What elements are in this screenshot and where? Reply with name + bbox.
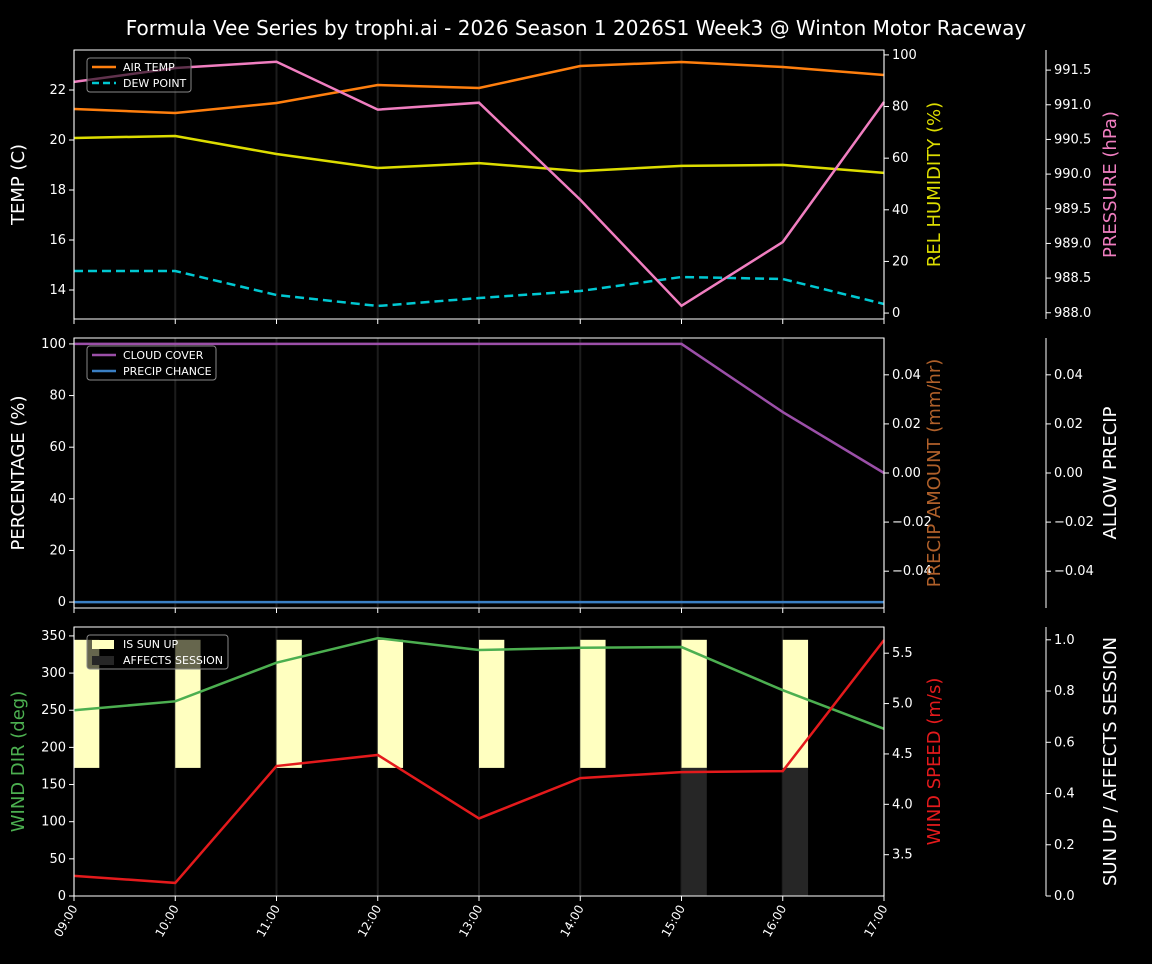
y-tick-label: 0.6 [1054, 735, 1075, 750]
y-tick-label: 0 [58, 595, 66, 610]
y-tick-label: 150 [41, 778, 66, 793]
y-tick-label: 3.5 [892, 848, 913, 863]
y-tick-label: 60 [49, 440, 66, 455]
y-tick-label: 989.0 [1054, 236, 1091, 251]
y-tick-label: 0.02 [1054, 417, 1083, 432]
legend: IS SUN UP AFFECTS SESSION [87, 635, 228, 669]
y-tick-label: 1.0 [1054, 633, 1075, 648]
legend-label: PRECIP CHANCE [123, 365, 212, 378]
y-tick-label: 20 [49, 543, 66, 558]
axis-label-dir: WIND DIR (deg) [8, 691, 29, 833]
chart-title: Formula Vee Series by trophi.ai - 2026 S… [126, 16, 1027, 40]
y-tick-label: 991.5 [1054, 63, 1091, 78]
y-tick-label: 4.5 [892, 747, 913, 762]
sun-up-bar [682, 640, 707, 768]
axis-label-precip: PRECIP AMOUNT (mm/hr) [924, 359, 945, 588]
y-tick-label: −0.02 [1054, 515, 1094, 530]
legend-label: CLOUD COVER [123, 349, 204, 362]
affects-session-bar [682, 768, 707, 896]
y-tick-label: 60 [892, 151, 909, 166]
y-tick-label: 80 [892, 100, 909, 115]
legend-label: IS SUN UP [123, 638, 179, 651]
sun-up-bar [479, 640, 504, 768]
y-tick-label: 100 [892, 48, 917, 63]
sun-up-bar [580, 640, 605, 768]
axis-label-sun: SUN UP / AFFECTS SESSION [1100, 637, 1121, 886]
y-tick-label: 200 [41, 740, 66, 755]
legend-label: AFFECTS SESSION [123, 654, 223, 667]
axis-label-spd: WIND SPEED (m/s) [924, 678, 945, 846]
axis-label-hum: REL HUMIDITY (%) [924, 102, 945, 267]
axis-label-allow: ALLOW PRECIP [1100, 406, 1121, 539]
legend-swatch [92, 656, 114, 665]
y-tick-label: 100 [41, 337, 66, 352]
panel-1: 14 16 18 20 22 TEMP (C) 0 20 40 60 80 100 REL HUMIDI… [8, 48, 1121, 324]
y-tick-label: 988.5 [1054, 271, 1091, 286]
x-tick-label: 12:00 [355, 903, 384, 940]
y-tick-label: 20 [892, 254, 909, 269]
axis-label-temp: TEMP (C) [8, 144, 29, 226]
x-tick-label: 16:00 [760, 903, 789, 940]
y-tick-label: 14 [49, 283, 66, 298]
y-tick-label: 350 [41, 629, 66, 644]
y-tick-label: 22 [49, 83, 66, 98]
y-tick-label: 40 [892, 203, 909, 218]
y-tick-label: 50 [49, 852, 66, 867]
sun-up-bar [783, 640, 808, 768]
x-tick-label: 14:00 [557, 903, 586, 940]
x-tick-label: 09:00 [51, 903, 80, 940]
legend-swatch [92, 640, 114, 649]
panel-3: 09:00 10:00 11:00 12:00 13:00 14:00 15:00 16:00… [8, 627, 1121, 939]
panel-2: 0 20 40 60 80 100 PERCENTAGE (%) −0.04 −0.02 0.00… [8, 337, 1121, 613]
y-tick-label: 40 [49, 492, 66, 507]
y-tick-label: 0.02 [892, 417, 921, 432]
legend: AIR TEMP DEW POINT [87, 58, 191, 92]
y-tick-label: 0.00 [1054, 466, 1083, 481]
y-tick-label: 988.0 [1054, 306, 1091, 321]
y-tick-label: 0.0 [1054, 889, 1075, 904]
y-tick-label: 16 [49, 233, 66, 248]
y-tick-label: 80 [49, 389, 66, 404]
y-tick-label: 990.0 [1054, 167, 1091, 182]
sun-up-bar [378, 640, 403, 768]
y-tick-label: 0.04 [1054, 368, 1083, 383]
x-tick-label: 15:00 [659, 903, 688, 940]
y-tick-label: 300 [41, 666, 66, 681]
y-tick-label: 20 [49, 133, 66, 148]
y-tick-label: 5.0 [892, 697, 913, 712]
x-tick-label: 17:00 [861, 903, 890, 940]
y-tick-label: 4.0 [892, 797, 913, 812]
y-tick-label: 250 [41, 703, 66, 718]
y-tick-label: 0 [58, 889, 66, 904]
y-tick-label: 0.4 [1054, 787, 1075, 802]
y-tick-label: 991.0 [1054, 98, 1091, 113]
y-tick-label: 100 [41, 815, 66, 830]
y-tick-label: 990.5 [1054, 132, 1091, 147]
axis-label-pres: PRESSURE (hPa) [1100, 111, 1121, 258]
legend-label: DEW POINT [123, 77, 187, 90]
y-tick-label: 0.8 [1054, 684, 1075, 699]
affects-session-bar [783, 768, 808, 896]
legend: CLOUD COVER PRECIP CHANCE [87, 346, 216, 380]
x-tick-label: 13:00 [456, 903, 485, 940]
y-tick-label: 0.00 [892, 466, 921, 481]
axis-label-pct: PERCENTAGE (%) [8, 395, 29, 550]
legend-label: AIR TEMP [123, 61, 175, 74]
y-tick-label: −0.04 [1054, 564, 1094, 579]
y-tick-label: 18 [49, 183, 66, 198]
y-tick-label: 0.2 [1054, 838, 1075, 853]
y-tick-label: 5.5 [892, 646, 913, 661]
x-tick-label: 11:00 [254, 903, 283, 940]
x-tick-label: 10:00 [152, 903, 181, 940]
y-tick-label: 989.5 [1054, 202, 1091, 217]
y-tick-label: 0 [892, 306, 900, 321]
y-tick-label: 0.04 [892, 368, 921, 383]
